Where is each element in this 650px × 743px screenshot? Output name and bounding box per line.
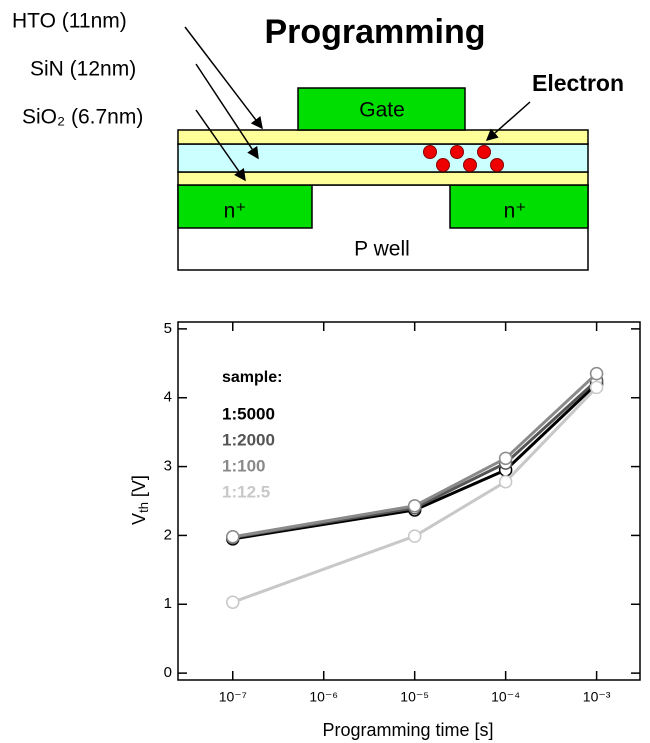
y-tick-label: 5 (164, 320, 172, 337)
y-label-unit: [V] (129, 475, 149, 497)
y-axis-label: Vth [V] (129, 475, 152, 525)
legend-entry: 1:12.5 (222, 482, 270, 501)
series-line (232, 386, 598, 604)
point (407, 529, 422, 543)
well-label: P well (354, 238, 410, 261)
y-tick-label: 2 (164, 526, 172, 543)
diagram: Programming HTO (11nm) SiN (12nm) SiO₂ (… (12, 10, 624, 271)
point (226, 595, 240, 609)
source-label: n⁺ (224, 200, 247, 223)
point (589, 380, 604, 395)
legend-entry: 1:5000 (222, 404, 275, 423)
y-label-main: V (129, 513, 149, 525)
x-tick-label: 10⁻⁶ (309, 689, 338, 705)
hto-layer (177, 129, 589, 145)
x-tick-label: 10⁻⁵ (400, 689, 429, 705)
series-line (232, 382, 598, 541)
gate (297, 87, 466, 131)
point (407, 499, 422, 513)
legend-entry: 1:100 (222, 456, 265, 475)
arrows (184, 26, 531, 182)
series-line (232, 372, 598, 539)
diagram-title: Programming (264, 13, 485, 51)
gate-label: Gate (359, 99, 405, 122)
sio2-layer (177, 171, 589, 186)
point (226, 530, 240, 544)
y-tick-label: 0 (164, 664, 172, 681)
x-tick-label: 10⁻⁷ (219, 689, 247, 705)
y-label-sub: th (136, 502, 151, 513)
layer-label: SiN (12nm) (30, 58, 136, 81)
electrons (423, 145, 504, 172)
legend-entry: 1:2000 (222, 430, 275, 449)
point (498, 451, 513, 466)
x-axis-label: Programming time [s] (322, 720, 493, 740)
point (498, 474, 513, 489)
y-tick-label: 3 (164, 458, 172, 475)
x-tick-label: 10⁻³ (583, 689, 611, 705)
point (589, 366, 604, 381)
layer-label: SiO₂ (6.7nm) (22, 106, 143, 129)
sin-layer (177, 143, 589, 173)
y-tick-label: 4 (164, 389, 172, 406)
plot-frame (177, 321, 641, 681)
x-tick-label: 10⁻⁴ (491, 689, 520, 705)
drain-label: n⁺ (504, 200, 527, 223)
legend-title: sample: (222, 369, 282, 386)
y-tick-label: 1 (164, 595, 172, 612)
electron-label: Electron (532, 70, 624, 96)
layer-label: HTO (11nm) (12, 10, 127, 33)
n-region (177, 184, 313, 229)
